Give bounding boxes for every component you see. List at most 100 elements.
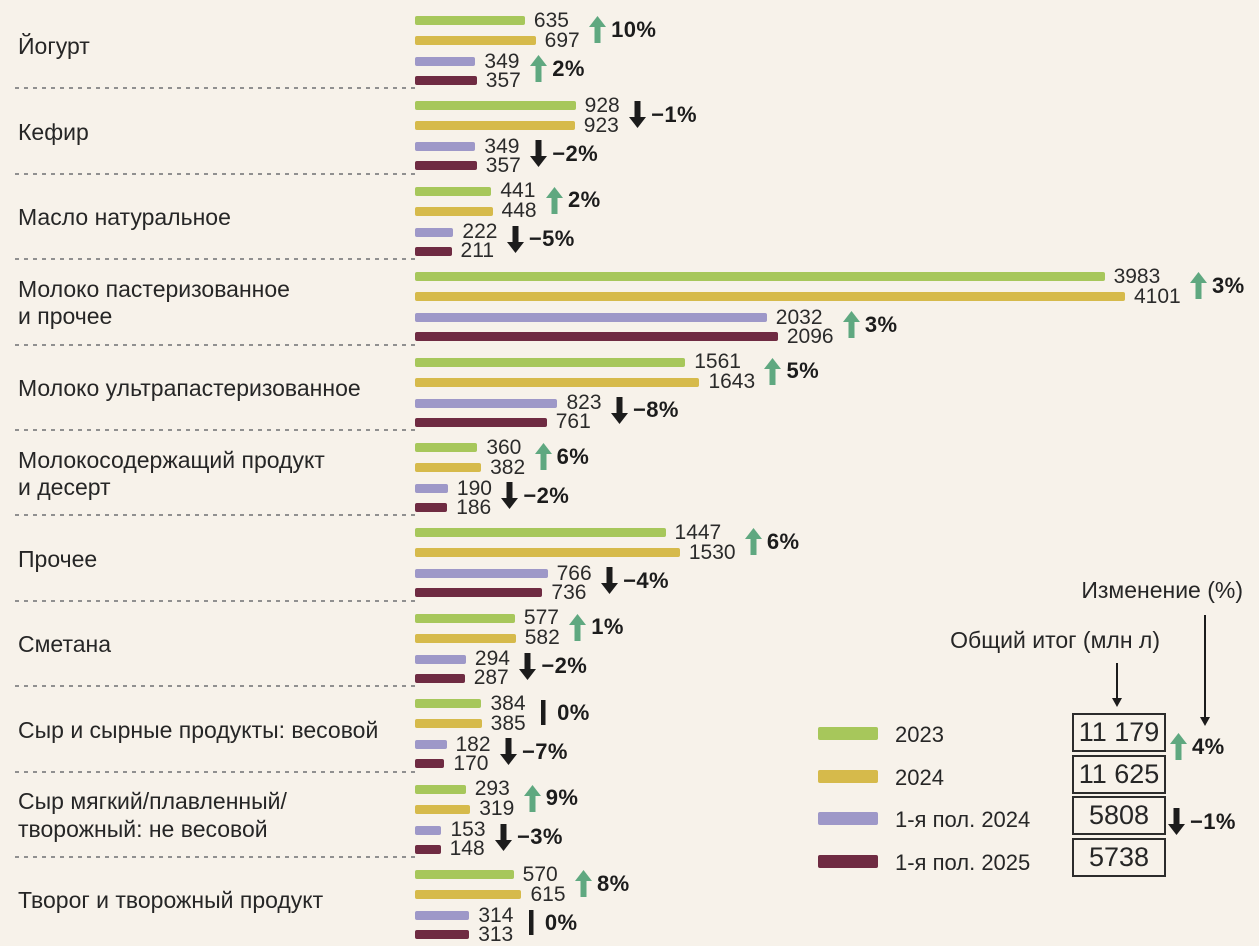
bar-2024 <box>415 633 516 643</box>
change-label: 0% <box>557 699 590 725</box>
category-row: Сыр мягкий/плавленный/ творожный: не вес… <box>0 773 1259 860</box>
category-row: Сыр и сырные продукты: весовой 384 385 182 1… <box>0 687 1259 775</box>
bar-h1-2025 <box>415 332 778 342</box>
bar-h1-2024 <box>415 654 466 664</box>
bar-2024 <box>415 377 700 387</box>
legend-item-h1-2025: 1-я пол. 2025 <box>818 851 1238 875</box>
value-label: 582 <box>524 626 560 650</box>
category-separator <box>15 770 415 773</box>
bar-h1-2025 <box>415 844 441 854</box>
value-label: 222 <box>462 220 498 244</box>
bar-2023 <box>415 101 576 111</box>
value-label: 615 <box>530 882 566 906</box>
bar-h1-2024 <box>415 313 767 323</box>
legend-item-h1-2024: 1-я пол. 2024 <box>818 808 1238 832</box>
bar-h1-2025 <box>415 417 547 427</box>
bar-h1-2025 <box>415 76 477 85</box>
change-label: 9% <box>545 785 579 811</box>
total-value: 5808 <box>1088 800 1150 830</box>
bar-h1-2025 <box>415 930 470 939</box>
legend-item-2024: 2024 <box>818 766 1238 790</box>
change-indicator: −8% <box>610 396 679 424</box>
category-label: Йогурт <box>18 33 90 60</box>
change-indicator: −4% <box>601 567 669 595</box>
bar-h1-2025 <box>415 246 452 256</box>
down-arrow-icon <box>610 396 628 424</box>
bar-2024 <box>415 548 680 558</box>
change-indicator: 5% <box>764 357 820 385</box>
category-row: Молокосодержащий продукт и десерт 360 382 1… <box>0 431 1259 519</box>
change-indicator: −7% <box>500 738 568 766</box>
up-arrow-icon <box>530 55 548 82</box>
bar-h1-2024 <box>415 227 454 237</box>
change-indicator: 10% <box>589 16 656 43</box>
category-row: Прочее 1447 1530 766 736 6% −4% <box>0 516 1259 603</box>
category-row: Сметана 577 582 294 287 1% −2% <box>0 602 1259 689</box>
change-label: 1% <box>591 614 624 640</box>
value-label: 190 <box>456 476 492 500</box>
change-label: 0% <box>544 909 578 935</box>
up-arrow-icon <box>764 357 782 385</box>
total-change-year-indicator: 4% <box>1170 733 1225 760</box>
value-label: 923 <box>583 113 619 137</box>
up-arrow-icon <box>842 311 860 339</box>
value-label: 697 <box>544 28 580 52</box>
category-label: Сыр мягкий/плавленный/ творожный: не вес… <box>18 788 287 842</box>
change-indicator: −2% <box>519 652 587 680</box>
value-label: 761 <box>555 410 591 434</box>
value-label: 1530 <box>688 540 736 564</box>
change-indicator: 6% <box>744 528 800 556</box>
change-indicator: 3% <box>1190 272 1245 300</box>
category-separator <box>15 87 415 90</box>
value-label: 3983 <box>1113 264 1161 288</box>
up-arrow-icon <box>744 528 762 556</box>
change-label: −4% <box>623 567 669 593</box>
category-label: Кефир <box>18 118 89 145</box>
totals-column-title: Общий итог (млн л) <box>950 627 1160 653</box>
bar-h1-2024 <box>415 911 470 920</box>
value-label: 4101 <box>1134 284 1181 308</box>
legend-item-2023: 2023 <box>818 723 1238 747</box>
bar-2023 <box>415 16 525 25</box>
category-label: Молоко пастеризованное и прочее <box>18 276 290 330</box>
change-column-title: Изменение (%) <box>1081 577 1243 603</box>
change-label: −1% <box>651 101 698 127</box>
change-label: −7% <box>522 738 568 764</box>
bar-h1-2024 <box>415 142 476 152</box>
bar-2024 <box>415 121 575 131</box>
bar-2024 <box>415 719 482 729</box>
value-label: 384 <box>490 691 526 715</box>
bar-2024 <box>415 890 522 899</box>
change-pointer-arrow <box>1204 615 1206 718</box>
bar-2023 <box>415 528 666 538</box>
change-label: −8% <box>632 397 679 423</box>
value-label: 382 <box>490 455 526 479</box>
total-value: 5738 <box>1088 842 1150 872</box>
category-separator <box>15 685 415 688</box>
bar-h1-2024 <box>415 398 558 408</box>
change-label: −2% <box>552 140 599 166</box>
value-label: 170 <box>453 751 489 775</box>
change-label: 5% <box>786 358 820 384</box>
down-arrow-icon <box>629 101 647 129</box>
value-label: 314 <box>478 903 514 927</box>
bar-2024 <box>415 292 1125 302</box>
category-row: Молоко ультрапастеризованное 1561 1643 823 7… <box>0 346 1259 434</box>
category-label: Масло натуральное <box>18 204 231 231</box>
bar-2023 <box>415 186 492 196</box>
value-label: 1447 <box>674 520 722 544</box>
value-label: 2096 <box>786 324 834 348</box>
value-label: 385 <box>490 711 526 735</box>
category-row: Молоко пастеризованное и прочее 3983 4101 2… <box>0 260 1259 348</box>
category-label: Сыр и сырные продукты: весовой <box>18 716 379 743</box>
value-label: 186 <box>456 495 492 519</box>
total-box-2023: 11 179 <box>1072 713 1166 752</box>
change-indicator: 3% <box>842 311 898 339</box>
bar-2023 <box>415 272 1105 282</box>
change-label: 3% <box>1212 272 1245 298</box>
totals-pointer-arrow <box>1116 663 1118 699</box>
bar-2024 <box>415 463 482 472</box>
category-row: Масло натуральное 441 448 222 211 2% −5% <box>0 175 1259 262</box>
value-label: 766 <box>556 561 592 585</box>
